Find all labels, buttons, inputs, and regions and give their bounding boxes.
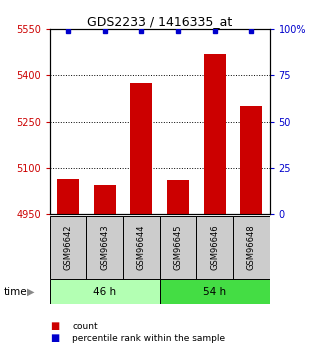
Text: GSM96646: GSM96646	[210, 225, 219, 270]
Bar	[123, 216, 160, 279]
Text: GSM96645: GSM96645	[174, 225, 183, 270]
Bar	[160, 216, 196, 279]
Bar	[50, 279, 160, 304]
Text: ■: ■	[50, 333, 59, 343]
Text: time: time	[3, 287, 27, 297]
Text: percentile rank within the sample: percentile rank within the sample	[72, 334, 225, 343]
Text: GSM96643: GSM96643	[100, 225, 109, 270]
Bar	[57, 178, 79, 214]
Text: 54 h: 54 h	[203, 287, 226, 297]
Bar	[160, 279, 270, 304]
Text: count: count	[72, 322, 98, 331]
Text: ▶: ▶	[27, 287, 35, 297]
Text: 46 h: 46 h	[93, 287, 116, 297]
Text: ■: ■	[50, 321, 59, 331]
Bar	[50, 216, 86, 279]
Bar	[86, 216, 123, 279]
Bar	[240, 106, 262, 214]
Text: GSM96648: GSM96648	[247, 225, 256, 270]
Text: GSM96644: GSM96644	[137, 225, 146, 270]
Title: GDS2233 / 1416335_at: GDS2233 / 1416335_at	[87, 15, 232, 28]
Bar	[94, 185, 116, 214]
Text: GSM96642: GSM96642	[64, 225, 73, 270]
Bar	[196, 216, 233, 279]
Bar	[130, 83, 152, 214]
Bar	[204, 54, 226, 214]
Bar	[233, 216, 270, 279]
Bar	[167, 180, 189, 214]
